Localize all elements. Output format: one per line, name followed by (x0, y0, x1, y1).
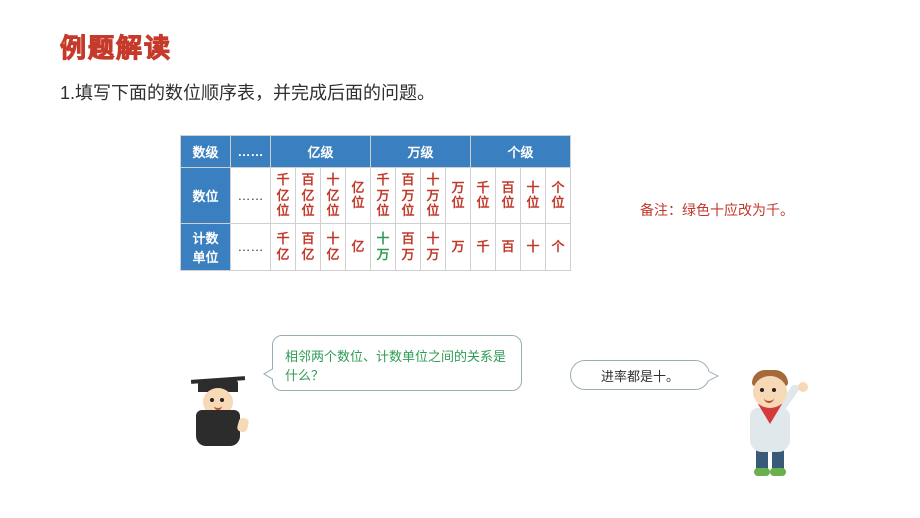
side-note: 备注：绿色十应改为千。 (640, 200, 794, 220)
unit-cell: 十 (521, 223, 546, 270)
unit-cell: 百亿 (296, 223, 321, 270)
digit-cell: 个位 (546, 168, 571, 224)
table-row-dots: …… (231, 223, 271, 270)
place-value-table: 数级……亿级万级个级 数位……千亿位百亿位十亿位亿位千万位百万位十万位万位千位百… (180, 135, 571, 271)
table-header-group: 万级 (371, 136, 471, 168)
unit-cell: 百万 (396, 223, 421, 270)
section-heading: 例题解读 (60, 28, 860, 65)
table-row-label: 计数单位 (181, 223, 231, 270)
teacher-character (178, 360, 258, 460)
table-header-label: 数级 (181, 136, 231, 168)
unit-cell: 个 (546, 223, 571, 270)
unit-cell: 十亿 (321, 223, 346, 270)
digit-cell: 千万位 (371, 168, 396, 224)
teacher-speech-bubble: 相邻两个数位、计数单位之间的关系是什么？ (272, 335, 522, 391)
unit-cell: 十万 (421, 223, 446, 270)
student-speech-bubble: 进率都是十。 (570, 360, 710, 390)
unit-cell: 万 (446, 223, 471, 270)
table-row-label: 数位 (181, 168, 231, 224)
digit-cell: 万位 (446, 168, 471, 224)
digit-cell: 百万位 (396, 168, 421, 224)
unit-cell: 千 (471, 223, 496, 270)
table-header-dots: …… (231, 136, 271, 168)
table-row-dots: …… (231, 168, 271, 224)
table-header-group: 个级 (471, 136, 571, 168)
digit-cell: 亿位 (346, 168, 371, 224)
digit-cell: 十万位 (421, 168, 446, 224)
digit-cell: 百位 (496, 168, 521, 224)
digit-cell: 千位 (471, 168, 496, 224)
unit-cell: 亿 (346, 223, 371, 270)
unit-cell: 十万 (371, 223, 396, 270)
question-text: 1.填写下面的数位顺序表，并完成后面的问题。 (60, 79, 860, 105)
digit-cell: 千亿位 (271, 168, 296, 224)
table-header-group: 亿级 (271, 136, 371, 168)
digit-cell: 十位 (521, 168, 546, 224)
digit-cell: 百亿位 (296, 168, 321, 224)
digit-cell: 十亿位 (321, 168, 346, 224)
unit-cell: 千亿 (271, 223, 296, 270)
student-character (720, 350, 820, 480)
unit-cell: 百 (496, 223, 521, 270)
